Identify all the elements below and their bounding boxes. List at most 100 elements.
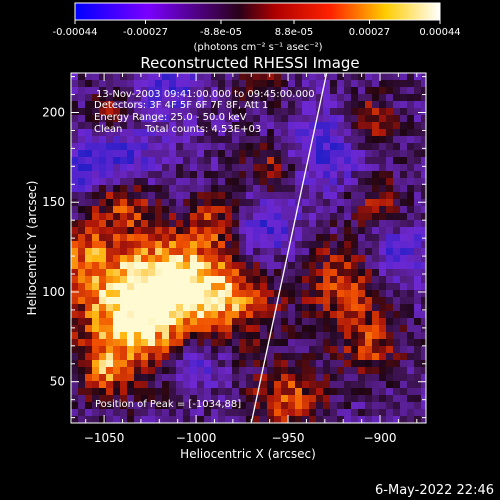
- heatmap-cell: [386, 94, 394, 102]
- heatmap-cell: [316, 283, 324, 291]
- heatmap-cell: [281, 332, 289, 340]
- heatmap-cell: [211, 94, 219, 102]
- heatmap-cell: [372, 150, 380, 158]
- heatmap-cell: [274, 136, 282, 144]
- heatmap-cell: [421, 227, 426, 235]
- heatmap-cell: [169, 234, 177, 242]
- heatmap-cell: [365, 318, 373, 326]
- heatmap-cell: [372, 220, 380, 228]
- heatmap-cell: [400, 255, 408, 263]
- heatmap-cell: [274, 80, 282, 88]
- heatmap-cell: [379, 199, 387, 207]
- heatmap-cell: [274, 248, 282, 256]
- heatmap-cell: [295, 325, 303, 333]
- heatmap-cell: [85, 262, 93, 270]
- heatmap-cell: [106, 213, 114, 221]
- heatmap-cell: [379, 332, 387, 340]
- heatmap-cell: [99, 157, 107, 165]
- heatmap-cell: [414, 297, 422, 305]
- heatmap-cell: [260, 136, 268, 144]
- heatmap-cell: [190, 164, 198, 172]
- heatmap-cell: [78, 290, 86, 298]
- heatmap-cell: [274, 325, 282, 333]
- heatmap-cell: [267, 318, 275, 326]
- heatmap-cell: [253, 73, 261, 81]
- heatmap-cell: [99, 227, 107, 235]
- heatmap-cell: [239, 311, 247, 319]
- heatmap-cell: [197, 185, 205, 193]
- heatmap-cell: [344, 269, 352, 277]
- heatmap-cell: [253, 241, 261, 249]
- heatmap-cell: [197, 388, 205, 396]
- heatmap-cell: [232, 262, 240, 270]
- heatmap-cell: [120, 136, 128, 144]
- heatmap-cell: [155, 283, 163, 291]
- heatmap-cell: [106, 73, 114, 81]
- heatmap-cell: [232, 136, 240, 144]
- heatmap-cell: [267, 248, 275, 256]
- heatmap-cell: [113, 234, 121, 242]
- heatmap-cell: [407, 73, 415, 81]
- heatmap-cell: [106, 332, 114, 340]
- heatmap-cell: [414, 108, 422, 116]
- heatmap-cell: [99, 402, 107, 410]
- heatmap-cell: [183, 262, 191, 270]
- heatmap-cell: [183, 269, 191, 277]
- heatmap-cell: [176, 353, 184, 361]
- heatmap-cell: [85, 87, 93, 95]
- heatmap-cell: [141, 157, 149, 165]
- heatmap-cell: [92, 248, 100, 256]
- heatmap-cell: [148, 262, 156, 270]
- heatmap-cell: [169, 395, 177, 403]
- heatmap-cell: [239, 150, 247, 158]
- heatmap-cell: [337, 262, 345, 270]
- heatmap-cell: [148, 136, 156, 144]
- heatmap-cell: [323, 192, 331, 200]
- heatmap-cell: [120, 73, 128, 81]
- heatmap-cell: [302, 318, 310, 326]
- heatmap-cell: [400, 325, 408, 333]
- heatmap-cell: [309, 108, 317, 116]
- heatmap-cell: [281, 136, 289, 144]
- heatmap-cell: [330, 297, 338, 305]
- heatmap-cell: [211, 304, 219, 312]
- heatmap-cell: [134, 220, 142, 228]
- heatmap-cell: [421, 353, 426, 361]
- heatmap-cell: [106, 416, 114, 423]
- heatmap-cell: [344, 339, 352, 347]
- heatmap-cell: [204, 171, 212, 179]
- heatmap-cell: [400, 353, 408, 361]
- heatmap-cell: [155, 234, 163, 242]
- heatmap-cell: [211, 241, 219, 249]
- heatmap-cell: [407, 227, 415, 235]
- heatmap-cell: [211, 318, 219, 326]
- heatmap-cell: [421, 262, 426, 270]
- heatmap-cell: [267, 283, 275, 291]
- heatmap-cell: [295, 381, 303, 389]
- heatmap-cell: [183, 185, 191, 193]
- heatmap-cell: [330, 381, 338, 389]
- heatmap-cell: [197, 402, 205, 410]
- heatmap-cell: [211, 332, 219, 340]
- heatmap-cell: [351, 206, 359, 214]
- heatmap-cell: [246, 101, 254, 109]
- heatmap-cell: [148, 101, 156, 109]
- heatmap-cell: [204, 325, 212, 333]
- heatmap-cell: [302, 227, 310, 235]
- heatmap-cell: [246, 157, 254, 165]
- heatmap-cell: [85, 381, 93, 389]
- heatmap-cell: [148, 416, 156, 423]
- heatmap-cell: [393, 129, 401, 137]
- heatmap-cell: [414, 360, 422, 368]
- heatmap-cell: [155, 248, 163, 256]
- heatmap-cell: [92, 262, 100, 270]
- heatmap-cell: [92, 199, 100, 207]
- peak-position-text: Position of Peak = [-1034,88]: [95, 399, 241, 410]
- heatmap-cell: [141, 311, 149, 319]
- heatmap-cell: [127, 129, 135, 137]
- heatmap-cell: [71, 115, 79, 123]
- heatmap-cell: [204, 143, 212, 151]
- heatmap-cell: [351, 220, 359, 228]
- heatmap-cell: [148, 248, 156, 256]
- heatmap-cell: [379, 220, 387, 228]
